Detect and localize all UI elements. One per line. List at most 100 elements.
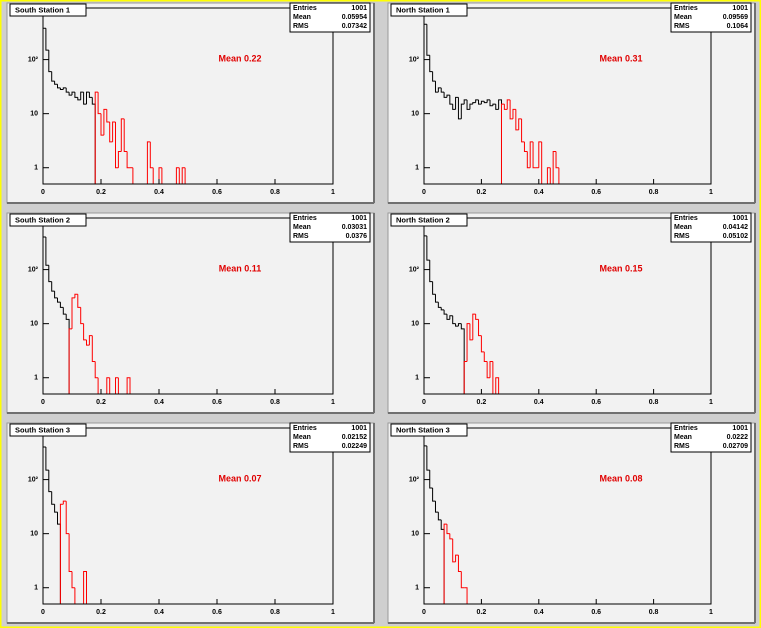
histogram-bin — [449, 533, 453, 540]
histogram-bin — [469, 323, 473, 341]
stats-box — [670, 422, 752, 453]
x-tick-label: 1 — [709, 399, 713, 406]
histogram-bin — [463, 99, 468, 105]
histogram-bin — [68, 328, 72, 394]
y-tick-label: 1 — [415, 375, 419, 382]
y-tick-label: 10² — [409, 266, 420, 273]
histogram-bin — [546, 167, 551, 184]
stats-box — [289, 2, 371, 33]
histogram-bin — [475, 99, 479, 103]
histogram-bin — [426, 445, 430, 471]
y-tick-label: 1 — [415, 165, 419, 172]
histogram-bin — [68, 92, 72, 96]
histogram-bin — [446, 314, 450, 320]
histogram-bin — [126, 377, 131, 394]
histogram-bin — [500, 103, 505, 184]
y-tick-label: 10 — [411, 531, 419, 538]
stats-label: Mean — [293, 14, 311, 21]
histogram-bin — [515, 109, 519, 131]
histogram-bin — [469, 103, 473, 110]
panel: 0 0.2 0.4 0.6 0.8 1 1 10 10² South Station 1 Entri… — [6, 2, 375, 204]
panel-background — [387, 422, 756, 624]
histogram-bin — [91, 335, 96, 362]
stats-value: 0.09569 — [723, 14, 748, 21]
stats-value: 1001 — [351, 215, 367, 222]
x-tick-label: 0 — [422, 609, 426, 616]
annotation: Mean 0.22 — [218, 53, 261, 63]
histogram-bin — [100, 113, 104, 136]
histogram-bin — [466, 99, 470, 110]
stats-value: 0.0222 — [727, 434, 749, 441]
histogram-bin — [71, 571, 75, 589]
x-tick-label: 0.4 — [534, 609, 544, 616]
stats-box — [670, 212, 752, 243]
histogram-bin — [512, 108, 516, 119]
stats-label: Entries — [674, 215, 698, 222]
histogram-bin — [464, 587, 468, 604]
x-tick-label: 0.8 — [649, 609, 659, 616]
panel-background — [6, 2, 375, 204]
plot-frame — [423, 7, 712, 185]
panel-background — [6, 422, 375, 624]
stats-label: Mean — [674, 224, 692, 231]
histogram-bin — [509, 99, 513, 120]
stats-value: 0.05954 — [342, 14, 367, 21]
x-tick-label: 0.8 — [270, 609, 280, 616]
histogram-bin — [506, 99, 511, 110]
histogram-bin — [106, 377, 110, 394]
x-tick-label: 0 — [422, 189, 426, 196]
histogram-bin — [48, 265, 52, 283]
histogram-bin — [74, 92, 78, 98]
x-tick-label: 0 — [422, 399, 426, 406]
histogram-bin — [555, 151, 559, 169]
histogram-bin — [478, 99, 482, 105]
stats-label: RMS — [674, 443, 690, 450]
histogram-bin — [117, 150, 122, 168]
histogram-bin — [51, 281, 55, 292]
x-tick-label: 0.2 — [96, 189, 106, 196]
stats-label: Entries — [293, 425, 317, 432]
histogram-bin — [478, 319, 482, 337]
histogram-bin — [449, 315, 453, 320]
histogram-bin — [45, 447, 49, 471]
annotation: Mean 0.31 — [599, 53, 642, 63]
histogram-bin — [88, 92, 93, 98]
stats-label: Entries — [293, 215, 317, 222]
panel: 0 0.2 0.4 0.6 0.8 1 1 10 10² North Station 2 Entri… — [387, 212, 756, 414]
plot-frame — [42, 427, 334, 605]
x-tick-label: 0.6 — [212, 189, 222, 196]
x-tick-label: 0.4 — [534, 189, 544, 196]
histogram-bin — [552, 150, 557, 184]
chart-title: North Station 1 — [396, 5, 450, 14]
histogram-bin — [62, 307, 67, 315]
histogram-bin — [483, 351, 488, 362]
y-tick-label: 10 — [30, 111, 38, 118]
x-tick-label: 0.6 — [591, 399, 601, 406]
histogram-bin — [529, 141, 534, 168]
stats-value: 0.02249 — [342, 443, 367, 450]
histogram-bin — [51, 71, 55, 82]
y-tick-label: 10 — [411, 321, 419, 328]
histogram-bin — [120, 118, 125, 152]
x-tick-label: 0.8 — [270, 189, 280, 196]
stats-value: 1001 — [351, 5, 367, 12]
histogram-bin — [45, 237, 49, 266]
histogram-bin — [65, 501, 70, 535]
y-tick-label: 10 — [30, 321, 38, 328]
title-box — [9, 213, 87, 227]
histogram-bin — [71, 91, 75, 96]
y-tick-label: 10² — [409, 476, 420, 483]
x-tick-label: 0.8 — [649, 399, 659, 406]
histogram-bin — [486, 361, 491, 379]
x-tick-label: 0.2 — [96, 609, 106, 616]
stats-value: 1001 — [732, 5, 748, 12]
histogram-bin — [80, 307, 84, 325]
histogram-bin — [71, 297, 75, 329]
plot-frame — [423, 217, 712, 395]
histogram-bin — [86, 339, 90, 346]
chart-title: South Station 2 — [15, 215, 70, 224]
histogram-bin — [457, 323, 462, 327]
annotation: Mean 0.08 — [599, 473, 642, 483]
x-tick-label: 0 — [41, 189, 45, 196]
x-tick-label: 0.6 — [591, 189, 601, 196]
